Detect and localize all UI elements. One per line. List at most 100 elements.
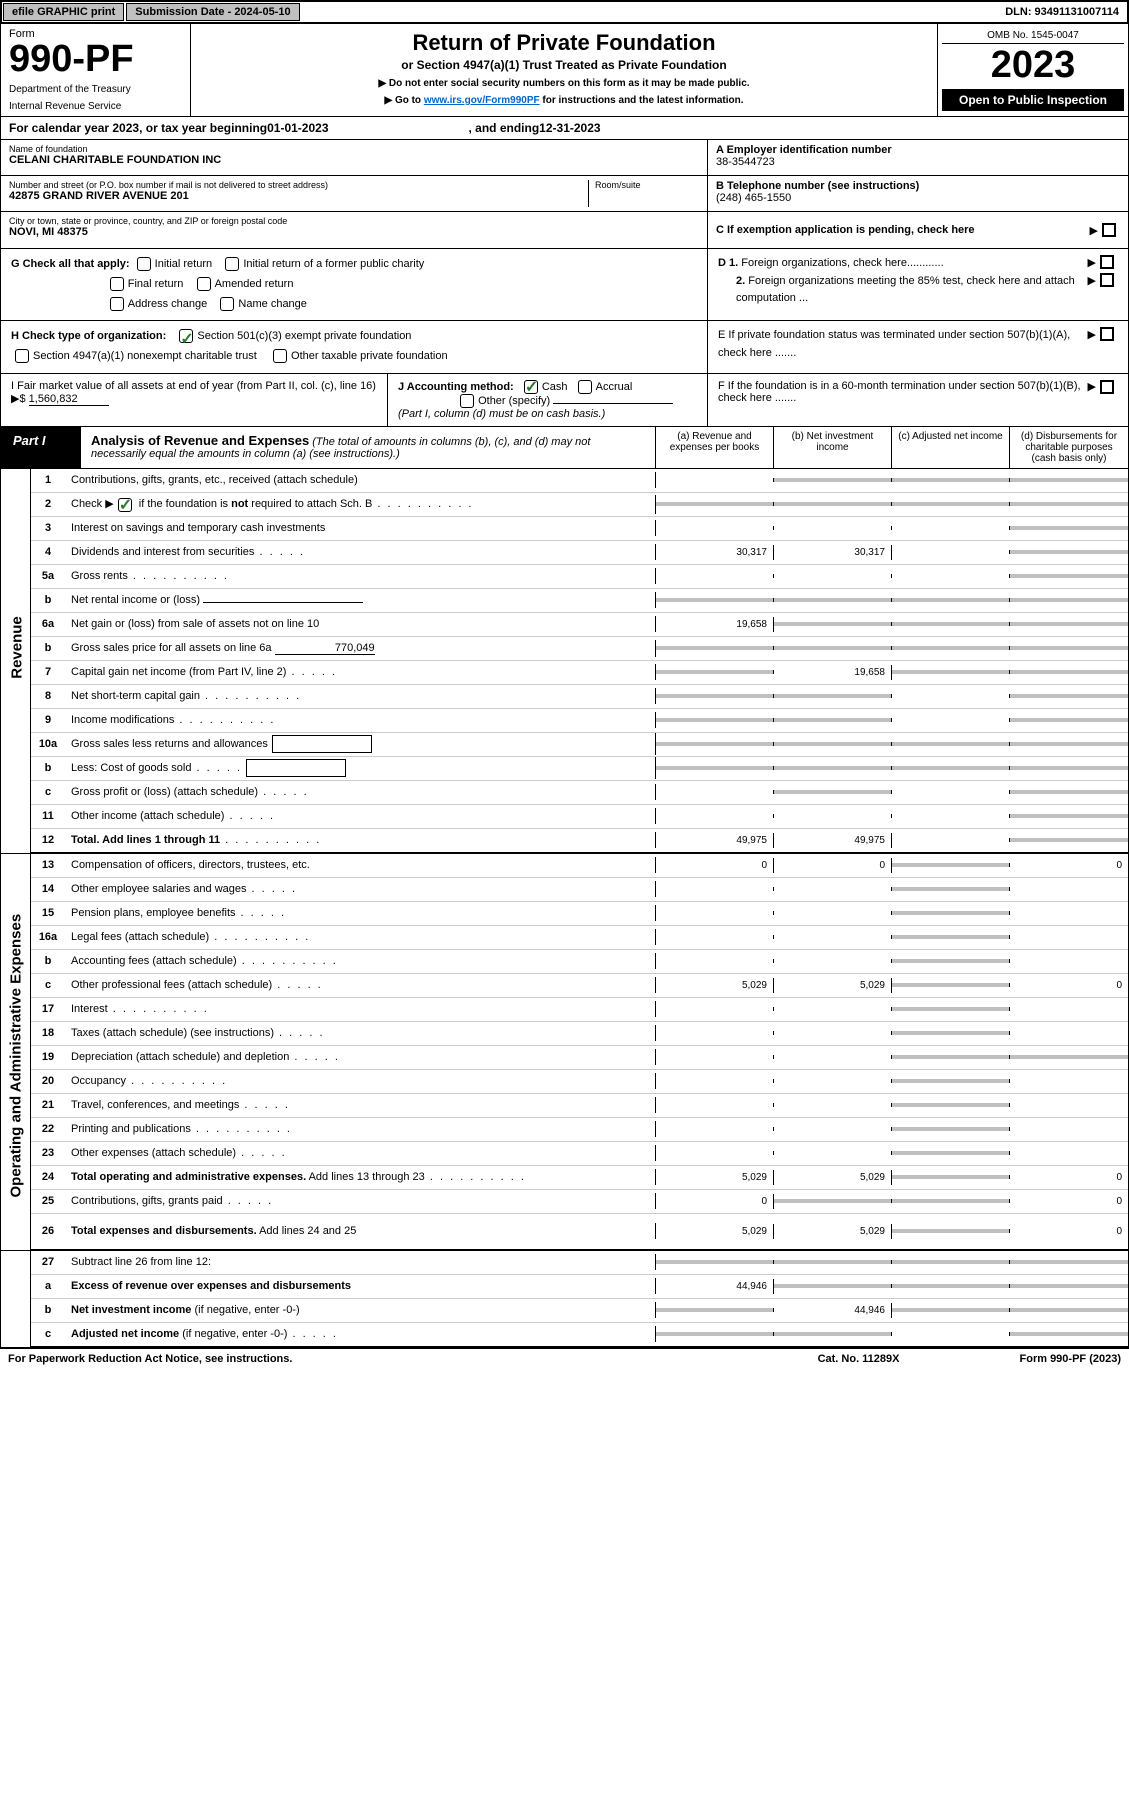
form-title: Return of Private Foundation [203,30,925,56]
l10c-num: c [31,784,65,800]
col-b-head: (b) Net investment income [774,427,892,468]
expenses-side-label: Operating and Administrative Expenses [1,854,31,1250]
l20-label: Occupancy [71,1075,126,1087]
c-checkbox[interactable] [1102,223,1116,237]
g-amended-checkbox[interactable] [197,277,211,291]
dots [220,834,321,846]
l24-text: Total operating and administrative expen… [65,1169,656,1185]
j-accrual-checkbox[interactable] [578,380,592,394]
l4-num: 4 [31,544,65,560]
open-public-badge: Open to Public Inspection [942,89,1124,111]
l25-label: Contributions, gifts, grants paid [71,1195,223,1207]
l27c-b [774,1332,892,1336]
dots [191,1123,292,1135]
l4-c [892,550,1010,554]
l2-a [656,502,774,506]
phone-label: B Telephone number (see instructions) [716,180,1120,192]
l17-a [656,1007,774,1011]
e-text: E If private foundation status was termi… [718,327,1088,362]
l10a-label: Gross sales less returns and allowances [71,738,268,750]
l2-checkbox[interactable] [118,498,132,512]
l2-d [1010,502,1128,506]
l27a-d [1010,1284,1128,1288]
g-initial-former-checkbox[interactable] [225,257,239,271]
l27b-num: b [31,1302,65,1318]
l10c-d [1010,790,1128,794]
l12-d [1010,838,1128,842]
dots [425,1171,526,1183]
l22-d [1010,1127,1128,1131]
part1-title: Analysis of Revenue and Expenses (The to… [81,427,656,468]
l4-d [1010,550,1128,554]
l16b-b [774,959,892,963]
l1-b [774,478,892,482]
l14-d [1010,887,1128,891]
l19-a [656,1055,774,1059]
arrow-icon: ▶ [1090,224,1098,237]
title-box: Return of Private Foundation or Section … [191,24,938,116]
h-opt1: Section 501(c)(3) exempt private foundat… [197,330,411,342]
form990pf-link[interactable]: www.irs.gov/Form990PF [424,95,540,106]
l7-num: 7 [31,664,65,680]
col-a-head: (a) Revenue and expenses per books [656,427,774,468]
l6a-b [774,622,892,626]
l6b-c [892,646,1010,650]
l10a-box [272,735,372,753]
g-final-return-checkbox[interactable] [110,277,124,291]
f-checkbox[interactable] [1100,380,1114,394]
l16c-b: 5,029 [774,978,892,993]
l23-b [774,1151,892,1155]
l12-a: 49,975 [656,833,774,848]
l2-num: 2 [31,496,65,512]
l19-text: Depreciation (attach schedule) and deple… [65,1049,656,1065]
h-501c3-checkbox[interactable] [179,329,193,343]
c-row: C If exemption application is pending, c… [708,212,1128,248]
l16c-c [892,983,1010,987]
l18-num: 18 [31,1025,65,1041]
l6b-d [1010,646,1128,650]
j-other-checkbox[interactable] [460,394,474,408]
j-cash-checkbox[interactable] [524,380,538,394]
l27-b [774,1260,892,1264]
line27-rows: 27Subtract line 26 from line 12: aExcess… [31,1251,1128,1347]
dots [286,666,337,678]
efile-print-button[interactable]: efile GRAPHIC print [3,3,124,21]
l9-label: Income modifications [71,714,174,726]
ein-label: A Employer identification number [716,144,1120,156]
l17-num: 17 [31,1001,65,1017]
l18-text: Taxes (attach schedule) (see instruction… [65,1025,656,1041]
l6a-c [892,622,1010,626]
l18-a [656,1031,774,1035]
l5b-label: Net rental income or (loss) [71,594,200,606]
line27-side [1,1251,31,1347]
l21-c [892,1103,1010,1107]
g-address-change-checkbox[interactable] [110,297,124,311]
l25-text: Contributions, gifts, grants paid [65,1193,656,1209]
l26-text: Total expenses and disbursements. Add li… [65,1223,656,1239]
l5a-c [892,574,1010,578]
d2-checkbox[interactable] [1100,273,1114,287]
l27-num: 27 [31,1254,65,1270]
dots [209,931,310,943]
g-name-change-checkbox[interactable] [220,297,234,311]
h-section: H Check type of organization: Section 50… [1,321,708,373]
i-fmv-value: 1,560,832 [29,393,109,406]
instr-post: for instructions and the latest informat… [540,95,744,106]
l27b-c [892,1308,1010,1312]
e-checkbox[interactable] [1100,327,1114,341]
part1-tab: Part I [1,427,81,468]
d1-checkbox[interactable] [1100,255,1114,269]
l14-c [892,887,1010,891]
l20-c [892,1079,1010,1083]
h-other-taxable-checkbox[interactable] [273,349,287,363]
h-4947-checkbox[interactable] [15,349,29,363]
revenue-text: Revenue [9,607,26,687]
city-row: City or town, state or province, country… [1,212,707,248]
l13-a: 0 [656,858,774,873]
l6a-num: 6a [31,616,65,632]
j-other-input[interactable] [553,403,673,404]
instr-pre: ▶ Go to [384,95,423,106]
l12-label: Total. Add lines 1 through 11 [71,834,220,846]
submission-date: Submission Date - 2024-05-10 [126,3,299,21]
g-initial-return-checkbox[interactable] [137,257,151,271]
